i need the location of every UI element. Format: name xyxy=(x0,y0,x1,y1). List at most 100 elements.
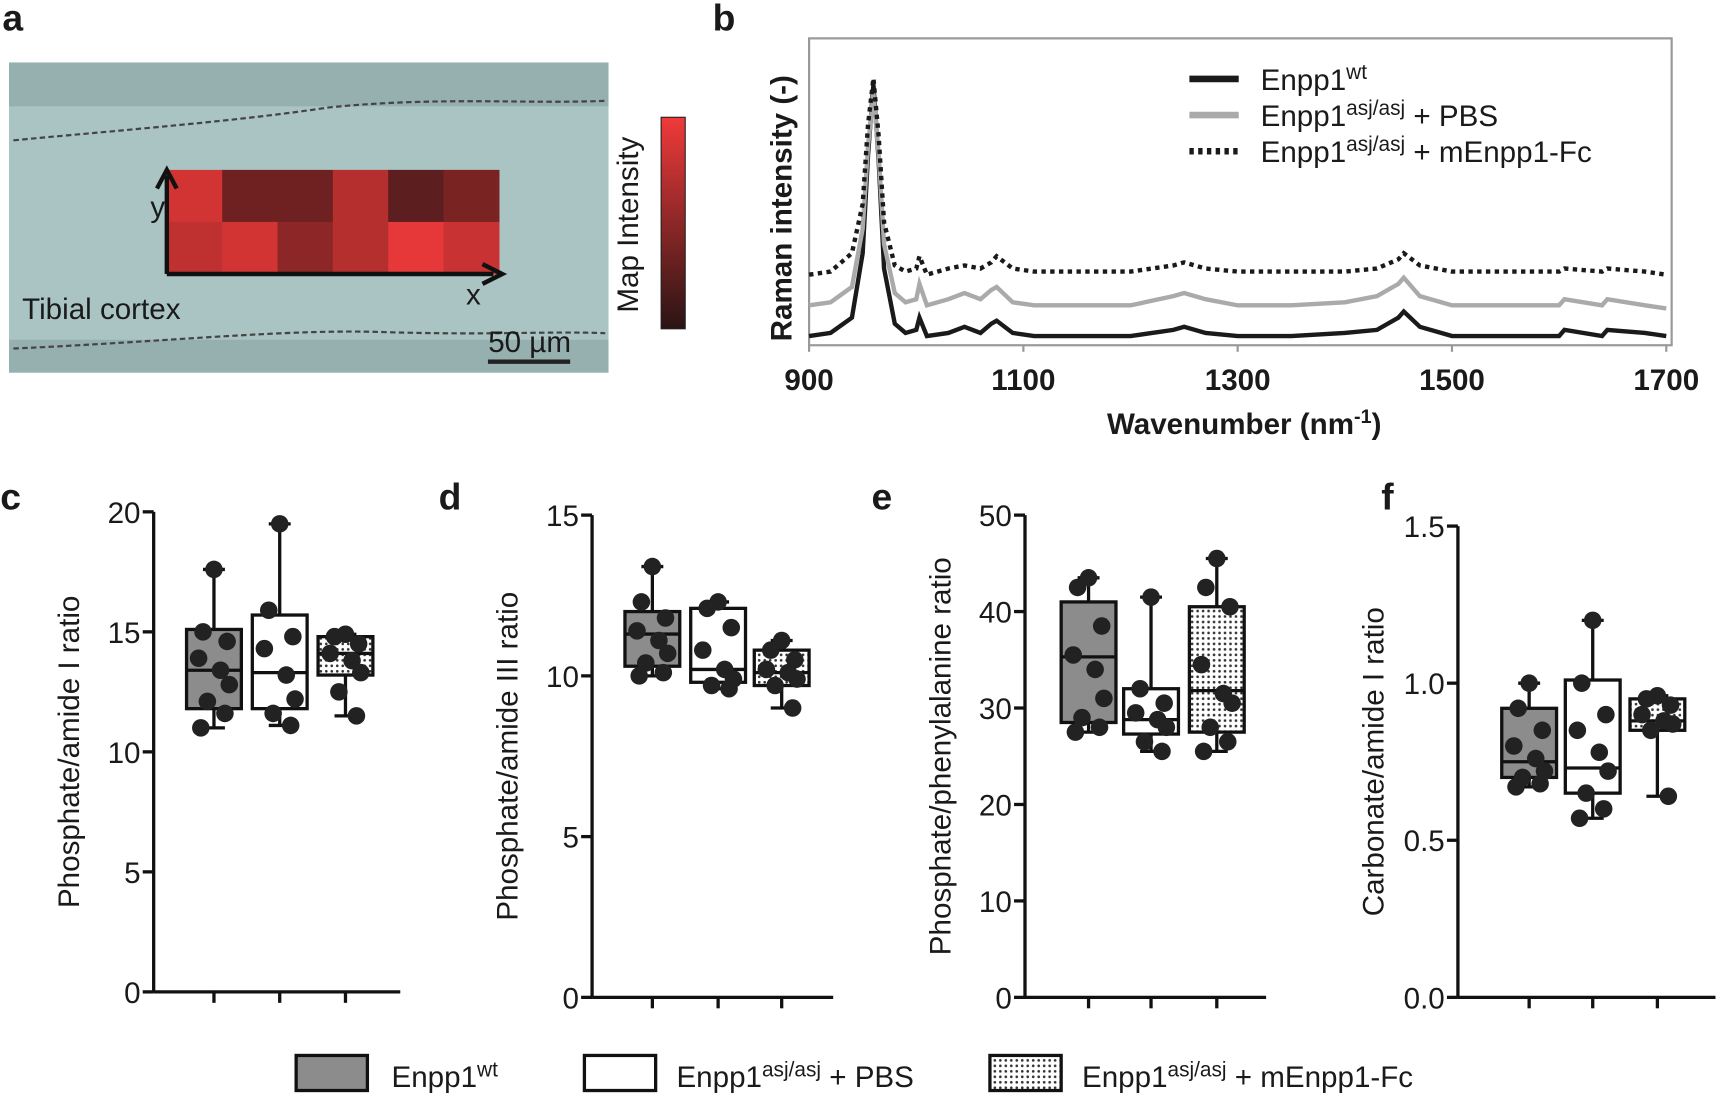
data-point xyxy=(198,692,217,711)
y-tick-label: 50 xyxy=(979,500,1012,533)
heatmap-cell xyxy=(222,169,279,223)
heatmap-cell xyxy=(443,169,500,223)
data-point xyxy=(1135,733,1154,751)
panel-label: a xyxy=(2,0,23,39)
axis-letter: y xyxy=(150,191,165,224)
y-tick-label: 5 xyxy=(124,857,140,890)
label-sup: asj/asj xyxy=(1346,133,1405,156)
data-point xyxy=(321,644,339,663)
label-suffix: + mEnpp1-Fc xyxy=(1405,136,1592,169)
label-sup: asj/asj xyxy=(762,1058,821,1081)
data-point xyxy=(1197,578,1215,597)
label-suffix: + mEnpp1-Fc xyxy=(1227,1061,1414,1094)
data-point xyxy=(1599,762,1617,780)
y-tick-label: 30 xyxy=(979,693,1012,726)
data-point xyxy=(1570,809,1589,828)
y-tick-label: 20 xyxy=(108,497,141,530)
data-point xyxy=(656,609,675,627)
heatmap-cell xyxy=(222,221,279,275)
y-tick-label: 1.0 xyxy=(1404,668,1445,701)
y-axis-title: Phosphate/phenylalanine ratio xyxy=(924,557,957,955)
heatmap-cell xyxy=(388,169,445,223)
panel-label: d xyxy=(439,476,462,518)
data-point xyxy=(1520,674,1538,692)
legend-swatch xyxy=(988,1053,1063,1093)
colorbar xyxy=(660,116,686,330)
data-point xyxy=(1590,743,1609,762)
y-tick-label: 15 xyxy=(108,617,141,650)
label-text: Enpp1wt xyxy=(1261,61,1368,97)
colorbar-title: Map Intensity xyxy=(612,137,645,313)
data-point xyxy=(325,627,344,646)
data-point xyxy=(218,632,236,651)
data-point xyxy=(192,719,210,737)
data-point xyxy=(1064,646,1082,664)
panel-label: f xyxy=(1381,476,1394,518)
spectrum-line xyxy=(808,78,1667,278)
data-point xyxy=(766,676,784,695)
data-point xyxy=(211,661,230,680)
data-point xyxy=(783,699,802,717)
y-tick-label: 0 xyxy=(124,977,140,1010)
data-point xyxy=(788,670,806,688)
data-point xyxy=(1155,694,1173,712)
data-point xyxy=(1507,778,1525,796)
data-point xyxy=(1637,690,1656,708)
data-point xyxy=(630,667,648,685)
data-point xyxy=(1509,699,1527,718)
y-axis-title: Phosphate/amide III ratio xyxy=(492,592,525,921)
data-point xyxy=(1194,742,1213,761)
data-point xyxy=(1505,737,1523,755)
data-point xyxy=(1583,611,1602,630)
data-point xyxy=(1223,694,1241,712)
y-tick-label: 0 xyxy=(995,982,1011,1015)
data-point xyxy=(1526,749,1545,768)
heatmap-cell xyxy=(277,221,334,275)
heatmap-cell xyxy=(277,169,334,223)
data-point xyxy=(1577,784,1595,802)
data-point xyxy=(277,666,296,684)
data-point xyxy=(330,683,348,701)
data-point xyxy=(1533,721,1552,740)
heatmap-cell xyxy=(332,221,389,275)
data-point xyxy=(1594,800,1613,818)
cortex-boundary xyxy=(13,330,606,350)
spectrum-line xyxy=(808,84,1667,339)
data-point xyxy=(757,660,776,679)
data-point xyxy=(720,679,738,698)
data-point xyxy=(1086,660,1104,679)
data-point xyxy=(1157,718,1176,737)
x-tick-label: 1700 xyxy=(1633,364,1699,397)
data-point xyxy=(349,635,368,653)
data-point xyxy=(694,641,712,659)
spectrum-line xyxy=(808,93,1667,311)
panel-label: b xyxy=(713,0,736,39)
cortex-boundary xyxy=(13,99,606,142)
data-point xyxy=(194,623,212,641)
x-tick-label: 1300 xyxy=(1205,364,1271,397)
x-title-sup: -1 xyxy=(1354,406,1372,428)
legend-swatch xyxy=(582,1053,658,1093)
data-point xyxy=(1221,597,1239,616)
data-point xyxy=(1568,721,1587,740)
data-point xyxy=(205,560,223,579)
label-base: Enpp1 xyxy=(1082,1061,1168,1094)
data-point xyxy=(1073,708,1091,727)
data-point xyxy=(1090,718,1109,737)
y-tick-label: 10 xyxy=(108,737,141,770)
y-tick-label: 0.0 xyxy=(1404,982,1445,1015)
data-point xyxy=(698,599,716,618)
y-tick-label: 10 xyxy=(979,886,1012,919)
x-tick-label: 1100 xyxy=(991,364,1055,397)
y-axis-title: Raman intensity (-) xyxy=(766,75,799,341)
y-tick-label: 15 xyxy=(546,500,579,533)
bone-edge xyxy=(9,62,609,107)
label-text: Enpp1asj/asj + PBS xyxy=(676,1058,913,1094)
panel-label: c xyxy=(0,476,21,518)
label-text: Enpp1asj/asj + mEnpp1-Fc xyxy=(1082,1058,1413,1094)
heatmap-cell xyxy=(332,169,389,223)
heatmap-cell xyxy=(166,169,223,223)
y-tick-label: 40 xyxy=(979,597,1012,630)
tissue-label: Tibial cortex xyxy=(22,293,181,326)
